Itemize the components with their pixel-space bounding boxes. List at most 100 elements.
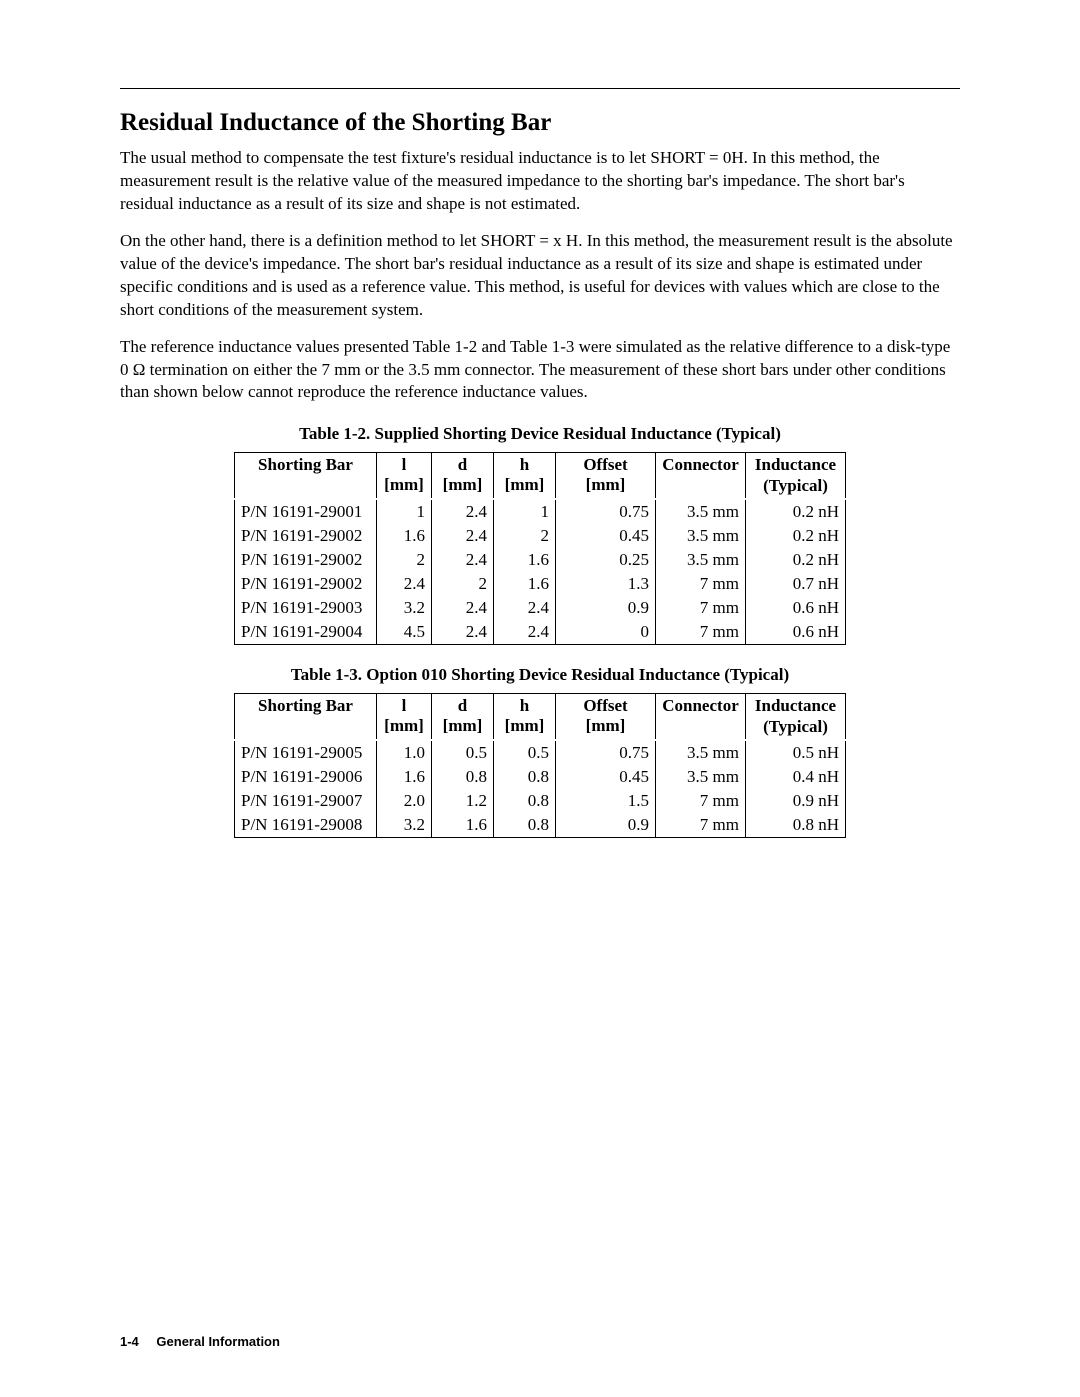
cell-offset: 0.9 <box>556 596 656 620</box>
cell-d: 2.4 <box>432 548 494 572</box>
cell-d: 1.6 <box>432 813 494 838</box>
table-row: P/N 16191-290072.01.20.81.57 mm0.9 nH <box>235 789 846 813</box>
table-row: P/N 16191-290061.60.80.80.453.5 mm0.4 nH <box>235 765 846 789</box>
cell-l: 1.6 <box>377 524 432 548</box>
cell-shorting: P/N 16191-29007 <box>235 789 377 813</box>
th-inductance-l1: Inductance <box>755 696 836 715</box>
table-row: P/N 16191-2900112.410.753.5 mm0.2 nH <box>235 499 846 524</box>
table-1-caption: Table 1-2. Supplied Shorting Device Resi… <box>120 424 960 444</box>
cell-d: 2.4 <box>432 524 494 548</box>
table-row: P/N 16191-290022.421.61.37 mm0.7 nH <box>235 572 846 596</box>
cell-shorting: P/N 16191-29003 <box>235 596 377 620</box>
th-d: d [mm] <box>432 694 494 740</box>
table-row: P/N 16191-290021.62.420.453.5 mm0.2 nH <box>235 524 846 548</box>
cell-shorting: P/N 16191-29002 <box>235 524 377 548</box>
cell-h: 0.8 <box>494 789 556 813</box>
th-shorting: Shorting Bar <box>235 694 377 740</box>
cell-connector: 7 mm <box>656 596 746 620</box>
th-inductance-l2: (Typical) <box>763 476 828 495</box>
cell-offset: 0.25 <box>556 548 656 572</box>
th-inductance: Inductance (Typical) <box>746 694 846 740</box>
paragraph-1: The usual method to compensate the test … <box>120 147 960 216</box>
table-row: P/N 16191-290033.22.42.40.97 mm0.6 nH <box>235 596 846 620</box>
cell-h: 0.8 <box>494 813 556 838</box>
cell-h: 0.5 <box>494 740 556 765</box>
th-connector: Connector <box>656 453 746 499</box>
cell-h: 1 <box>494 499 556 524</box>
cell-connector: 3.5 mm <box>656 499 746 524</box>
cell-d: 0.8 <box>432 765 494 789</box>
table-2: Shorting Bar l [mm] d [mm] h [mm] Offset… <box>234 693 846 838</box>
th-inductance-l2: (Typical) <box>763 717 828 736</box>
cell-offset: 0.75 <box>556 740 656 765</box>
cell-connector: 7 mm <box>656 572 746 596</box>
cell-offset: 0 <box>556 620 656 645</box>
th-l: l [mm] <box>377 694 432 740</box>
cell-connector: 7 mm <box>656 813 746 838</box>
cell-connector: 7 mm <box>656 620 746 645</box>
cell-d: 2.4 <box>432 620 494 645</box>
cell-inductance: 0.2 nH <box>746 524 846 548</box>
table-row: P/N 16191-2900222.41.60.253.5 mm0.2 nH <box>235 548 846 572</box>
paragraph-2: On the other hand, there is a definition… <box>120 230 960 322</box>
cell-l: 4.5 <box>377 620 432 645</box>
table-row: P/N 16191-290051.00.50.50.753.5 mm0.5 nH <box>235 740 846 765</box>
th-shorting: Shorting Bar <box>235 453 377 499</box>
cell-inductance: 0.8 nH <box>746 813 846 838</box>
cell-inductance: 0.6 nH <box>746 620 846 645</box>
page-footer: 1-4 General Information <box>120 1334 280 1349</box>
cell-shorting: P/N 16191-29005 <box>235 740 377 765</box>
cell-inductance: 0.2 nH <box>746 499 846 524</box>
th-d: d [mm] <box>432 453 494 499</box>
cell-connector: 3.5 mm <box>656 765 746 789</box>
th-offset: Offset [mm] <box>556 694 656 740</box>
cell-d: 2.4 <box>432 499 494 524</box>
cell-offset: 1.5 <box>556 789 656 813</box>
cell-inductance: 0.9 nH <box>746 789 846 813</box>
cell-l: 1.6 <box>377 765 432 789</box>
table-1-body: P/N 16191-2900112.410.753.5 mm0.2 nHP/N … <box>235 499 846 645</box>
th-l: l [mm] <box>377 453 432 499</box>
cell-inductance: 0.2 nH <box>746 548 846 572</box>
th-inductance: Inductance (Typical) <box>746 453 846 499</box>
cell-connector: 3.5 mm <box>656 548 746 572</box>
cell-h: 0.8 <box>494 765 556 789</box>
cell-l: 2.4 <box>377 572 432 596</box>
cell-shorting: P/N 16191-29006 <box>235 765 377 789</box>
cell-offset: 0.9 <box>556 813 656 838</box>
cell-inductance: 0.7 nH <box>746 572 846 596</box>
cell-offset: 1.3 <box>556 572 656 596</box>
table-1: Shorting Bar l [mm] d [mm] h [mm] Offset… <box>234 452 846 645</box>
page-heading: Residual Inductance of the Shorting Bar <box>120 109 960 137</box>
cell-d: 2.4 <box>432 596 494 620</box>
cell-offset: 0.75 <box>556 499 656 524</box>
cell-offset: 0.45 <box>556 765 656 789</box>
footer-pageno: 1-4 <box>120 1334 139 1349</box>
table-row: P/N 16191-290083.21.60.80.97 mm0.8 nH <box>235 813 846 838</box>
cell-l: 3.2 <box>377 813 432 838</box>
th-offset: Offset [mm] <box>556 453 656 499</box>
cell-shorting: P/N 16191-29008 <box>235 813 377 838</box>
cell-connector: 7 mm <box>656 789 746 813</box>
cell-shorting: P/N 16191-29002 <box>235 548 377 572</box>
cell-shorting: P/N 16191-29002 <box>235 572 377 596</box>
footer-section: General Information <box>156 1334 280 1349</box>
cell-d: 1.2 <box>432 789 494 813</box>
paragraph-3: The reference inductance values presente… <box>120 336 960 405</box>
th-h: h [mm] <box>494 453 556 499</box>
cell-l: 2 <box>377 548 432 572</box>
top-rule <box>120 88 960 89</box>
cell-l: 1.0 <box>377 740 432 765</box>
cell-inductance: 0.6 nH <box>746 596 846 620</box>
cell-h: 1.6 <box>494 548 556 572</box>
cell-shorting: P/N 16191-29004 <box>235 620 377 645</box>
table-2-caption: Table 1-3. Option 010 Shorting Device Re… <box>120 665 960 685</box>
cell-d: 2 <box>432 572 494 596</box>
cell-h: 2.4 <box>494 596 556 620</box>
th-h: h [mm] <box>494 694 556 740</box>
cell-h: 2.4 <box>494 620 556 645</box>
cell-inductance: 0.5 nH <box>746 740 846 765</box>
table-row: P/N 16191-290044.52.42.407 mm0.6 nH <box>235 620 846 645</box>
cell-l: 2.0 <box>377 789 432 813</box>
cell-shorting: P/N 16191-29001 <box>235 499 377 524</box>
